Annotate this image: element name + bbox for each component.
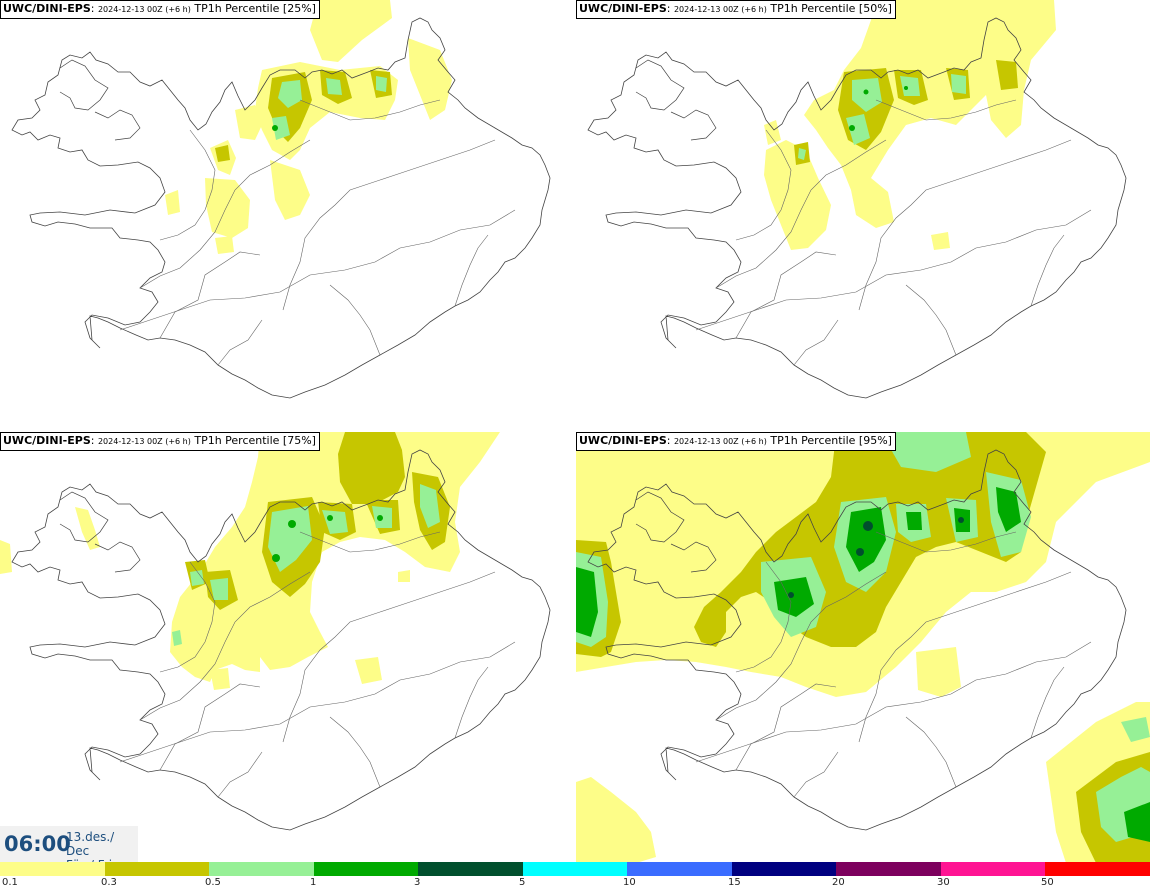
legend-swatch [1045,862,1150,876]
precip-map-50 [587,0,1127,399]
valid-time-box: 06:00 13.des./ Dec Fös./ Fri [0,826,138,872]
precip-map-25 [11,0,551,399]
legend-swatch [522,862,628,876]
legend-tick-label: 5 [519,877,526,888]
panel-title: UWC/DINI-EPS: 2024-12-13 00Z (+6 h) TP1h… [576,0,896,19]
valid-time: 06:00 [4,832,71,856]
field-title: TP1h Percentile [50%] [770,2,892,15]
legend-tick-label: 0.5 [205,877,221,888]
model-name: UWC/DINI-EPS [579,2,667,15]
legend-swatch [104,862,210,876]
legend-swatch [627,862,732,876]
legend-swatch [0,862,105,876]
run-date: 2024-12-13 00Z (+6 h) [673,5,767,14]
legend-tick-label: 3 [414,877,421,888]
legend-tick-label: 1 [310,877,317,888]
date-line: 13.des./ Dec [66,830,115,858]
map-panel-95: UWC/DINI-EPS: 2024-12-13 00Z (+6 h) TP1h… [576,432,1150,863]
map-panel-75: UWC/DINI-EPS: 2024-12-13 00Z (+6 h) TP1h… [0,432,574,863]
color-legend: 0.1 0.3 0.5 1 3 5 10 15 20 30 50 [0,862,1150,891]
legend-swatch [940,862,1046,876]
legend-swatch [313,862,419,876]
legend-tick-label: 0.1 [2,877,18,888]
run-date: 2024-12-13 00Z (+6 h) [673,437,767,446]
legend-tick-label: 15 [728,877,741,888]
legend-tick-label: 10 [623,877,636,888]
legend-colorbar [0,862,1150,876]
field-title: TP1h Percentile [25%] [194,2,316,15]
legend-tick-label: 50 [1041,877,1054,888]
legend-tick-label: 30 [937,877,950,888]
precip-map-75 [0,432,551,831]
precip-map-95 [576,432,1150,863]
map-panel-50: UWC/DINI-EPS: 2024-12-13 00Z (+6 h) TP1h… [576,0,1150,431]
panel-title: UWC/DINI-EPS: 2024-12-13 00Z (+6 h) TP1h… [0,0,320,19]
field-title: TP1h Percentile [95%] [770,434,892,447]
legend-swatch [836,862,941,876]
legend-swatch [731,862,837,876]
run-date: 2024-12-13 00Z (+6 h) [97,5,191,14]
map-panel-25: UWC/DINI-EPS: 2024-12-13 00Z (+6 h) TP1h… [0,0,574,431]
legend-swatch [418,862,523,876]
model-name: UWC/DINI-EPS [3,2,91,15]
legend-tick-label: 20 [832,877,845,888]
model-name: UWC/DINI-EPS [579,434,667,447]
panel-title: UWC/DINI-EPS: 2024-12-13 00Z (+6 h) TP1h… [0,432,320,451]
legend-tick-label: 0.3 [101,877,117,888]
legend-swatch [209,862,314,876]
run-date: 2024-12-13 00Z (+6 h) [97,437,191,446]
panel-title: UWC/DINI-EPS: 2024-12-13 00Z (+6 h) TP1h… [576,432,896,451]
field-title: TP1h Percentile [75%] [194,434,316,447]
model-name: UWC/DINI-EPS [3,434,91,447]
